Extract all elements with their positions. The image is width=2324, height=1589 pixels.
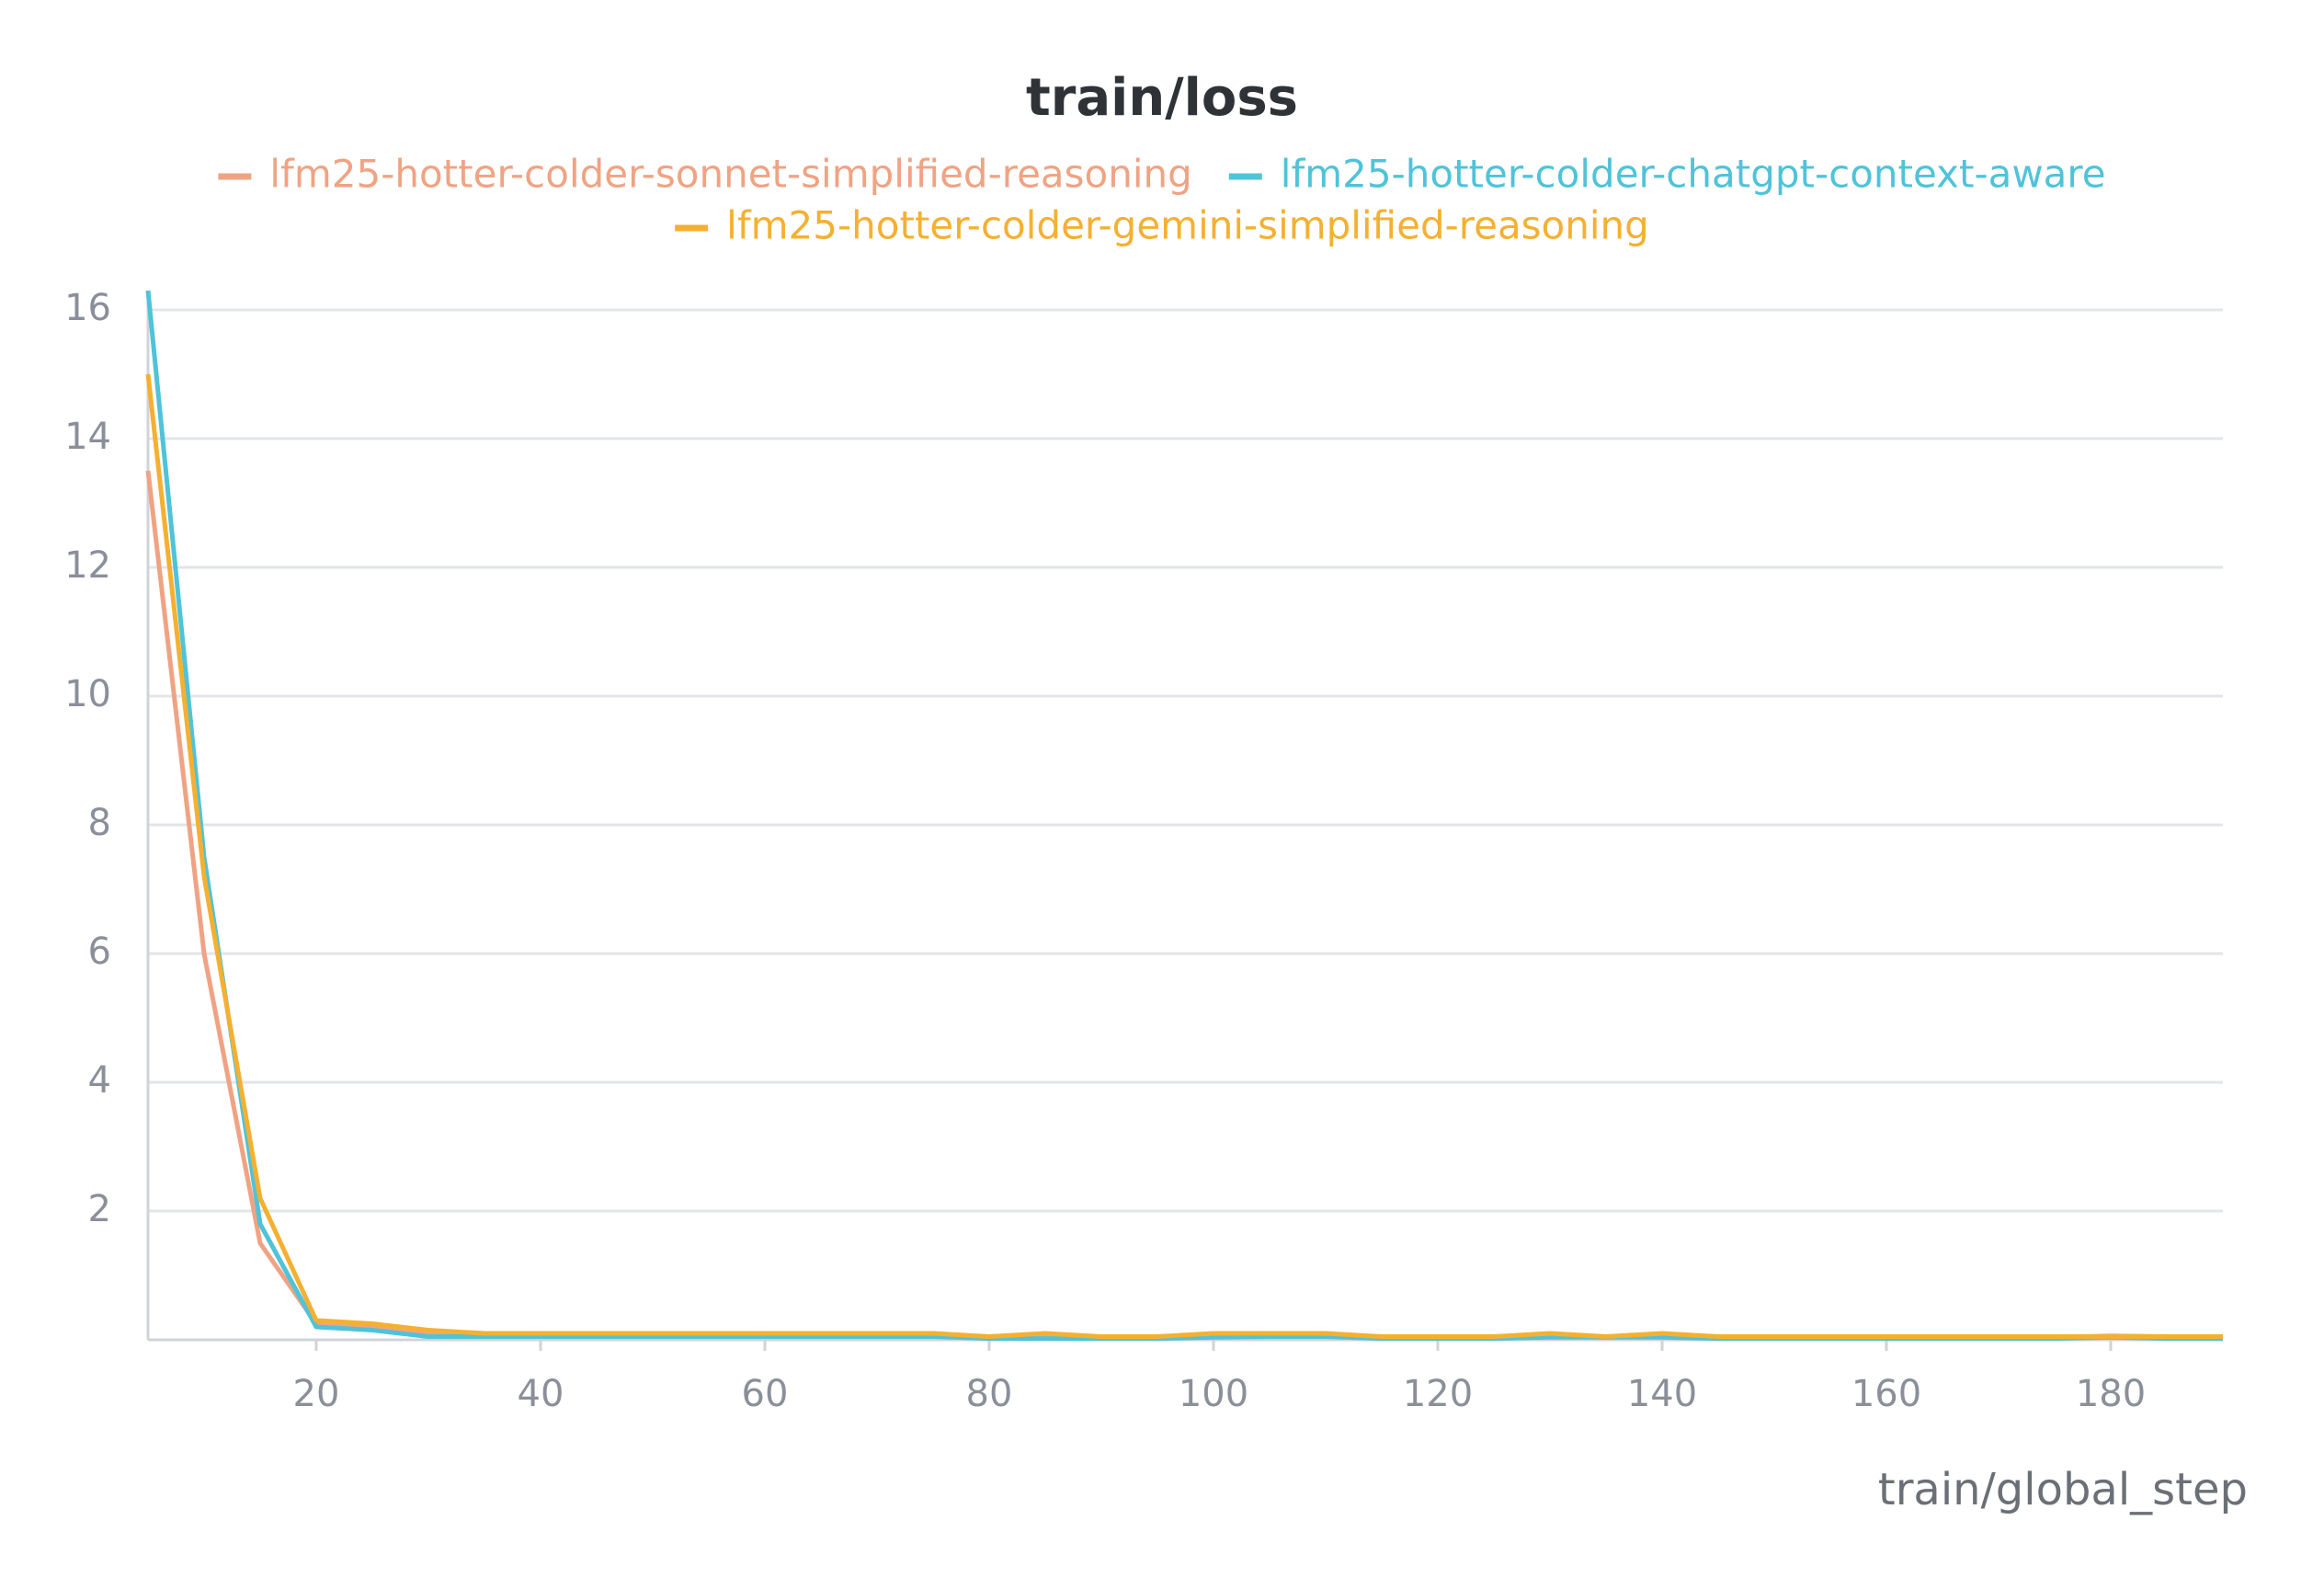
legend-label: lfm25-hotter-colder-gemini-simplified-re… bbox=[726, 203, 1649, 248]
x-tick-label: 160 bbox=[1851, 1373, 1921, 1415]
legend-label: lfm25-hotter-colder-sonnet-simplified-re… bbox=[269, 152, 1191, 197]
y-tick-label: 4 bbox=[88, 1059, 111, 1102]
x-tick-label: 60 bbox=[742, 1373, 789, 1415]
y-tick-label: 8 bbox=[88, 802, 111, 844]
y-tick-label: 14 bbox=[64, 416, 111, 458]
y-tick-label: 2 bbox=[88, 1188, 111, 1230]
y-tick-label: 12 bbox=[64, 544, 111, 587]
x-tick-label: 180 bbox=[2076, 1373, 2146, 1415]
chart-title: train/loss bbox=[1026, 68, 1298, 128]
x-tick-label: 40 bbox=[518, 1373, 564, 1415]
series-line bbox=[145, 290, 2223, 1342]
x-tick-label: 120 bbox=[1403, 1373, 1473, 1415]
y-tick-label: 16 bbox=[64, 287, 111, 329]
x-tick-label: 80 bbox=[966, 1373, 1013, 1415]
y-tick-label: 6 bbox=[88, 931, 111, 973]
series-line bbox=[145, 373, 2223, 1339]
y-tick-label: 10 bbox=[64, 673, 111, 715]
series-line bbox=[145, 470, 2223, 1340]
x-tick-label: 140 bbox=[1627, 1373, 1697, 1415]
x-tick-label: 100 bbox=[1179, 1373, 1248, 1415]
x-tick-label: 20 bbox=[293, 1373, 340, 1415]
x-axis-label: train/global_step bbox=[1878, 1464, 2248, 1515]
legend-label: lfm25-hotter-colder-chatgpt-context-awar… bbox=[1281, 152, 2106, 197]
